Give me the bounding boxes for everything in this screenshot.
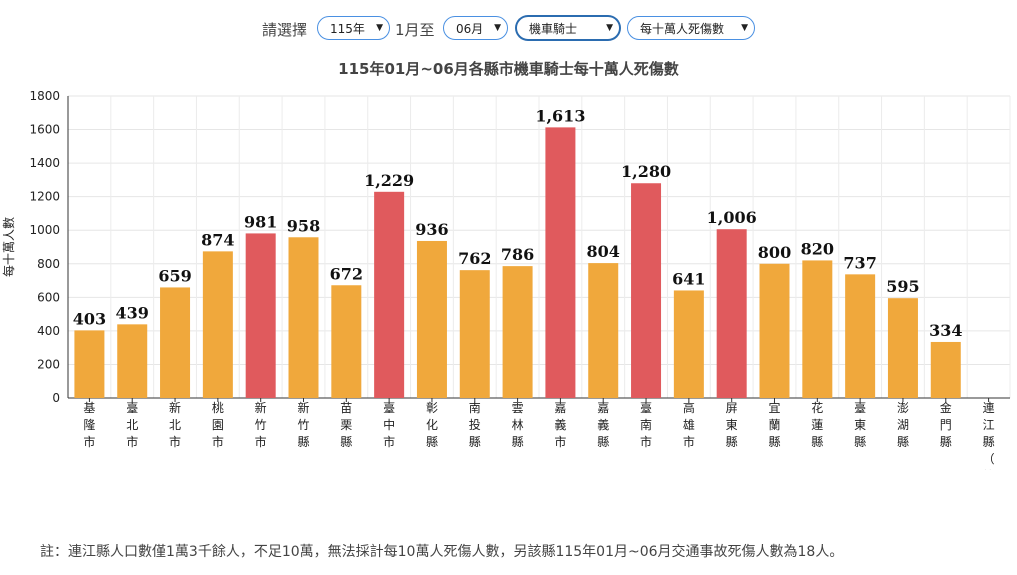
bar <box>887 298 918 398</box>
data-label: 820 <box>801 239 834 258</box>
x-tick-label: 嘉義市 <box>554 401 566 449</box>
bar <box>331 285 362 398</box>
y-axis-title: 每十萬人數 <box>1 217 16 277</box>
data-label: 595 <box>886 277 919 296</box>
bar <box>716 229 747 398</box>
x-tick-label: 連江縣（註） <box>983 401 995 470</box>
vehicle-select[interactable]: 機車騎士 ▼ <box>516 16 620 40</box>
data-label: 958 <box>287 216 320 235</box>
from-month-label: 1月至 <box>395 21 435 39</box>
y-tick-label: 1200 <box>29 190 60 204</box>
month-select[interactable]: 06月 ▼ <box>443 16 508 40</box>
bar <box>545 127 576 398</box>
data-label: 659 <box>158 266 191 285</box>
footnote: 註：連江縣人口數僅1萬3千餘人，不足10萬，無法採計每10萬人死傷人數，另該縣1… <box>40 544 844 560</box>
metric-select[interactable]: 每十萬人死傷數 ▼ <box>627 16 755 40</box>
y-tick-label: 1000 <box>29 223 60 237</box>
bar <box>416 240 447 398</box>
x-tick-label: 屏東縣 <box>726 401 738 449</box>
chart-title: 115年01月~06月各縣市機車騎士每十萬人死傷數 <box>338 60 679 78</box>
chevron-down-icon: ▼ <box>741 23 748 33</box>
x-tick-label: 彰化縣 <box>426 400 438 449</box>
bar <box>245 233 276 398</box>
y-tick-label: 0 <box>52 391 60 405</box>
bar <box>759 263 790 398</box>
bar <box>117 324 148 398</box>
x-tick-label: 新北市 <box>169 400 181 449</box>
bar <box>288 237 319 398</box>
data-label: 786 <box>501 245 534 264</box>
prompt-label: 請選擇 <box>262 21 308 39</box>
x-tick-label: 高雄市 <box>683 400 695 449</box>
x-tick-label: 澎湖縣 <box>897 401 909 449</box>
y-tick-label: 800 <box>37 257 60 271</box>
bar-chart: 0 200 400 600 800 1000 1200 1400 1600 1800 每十萬人數 40… <box>1 89 1011 470</box>
x-tick-label: 桃園市 <box>212 400 224 449</box>
chevron-down-icon: ▼ <box>376 23 383 33</box>
x-tick-label: 嘉義縣 <box>597 401 609 449</box>
x-tick-label: 臺北市 <box>126 400 138 449</box>
year-select-value: 115年 <box>330 21 365 36</box>
bar <box>631 183 662 398</box>
x-tick-label: 基隆市 <box>83 401 95 449</box>
x-tick-label: 新竹市 <box>255 400 267 449</box>
bar <box>588 263 619 398</box>
bar <box>930 341 961 398</box>
x-tick-label: 臺中市 <box>383 400 395 449</box>
x-tick-label: 苗栗縣 <box>340 401 352 449</box>
data-label: 936 <box>415 220 448 239</box>
bar <box>74 330 105 398</box>
y-tick-label: 400 <box>37 324 60 338</box>
bar <box>374 191 405 398</box>
x-tick-label: 臺南市 <box>640 400 652 449</box>
bar <box>802 260 833 398</box>
year-select[interactable]: 115年 ▼ <box>317 16 390 40</box>
y-tick-label: 1800 <box>29 89 60 103</box>
bar <box>160 287 191 398</box>
data-label: 981 <box>244 212 277 231</box>
month-select-value: 06月 <box>456 21 484 36</box>
x-tick-label: 花蓮縣 <box>811 400 823 449</box>
data-label: 403 <box>73 309 106 328</box>
data-label: 804 <box>587 242 620 261</box>
y-tick-label: 200 <box>37 357 60 371</box>
vehicle-select-value: 機車騎士 <box>529 21 578 36</box>
bar <box>502 266 533 398</box>
data-label: 1,613 <box>535 106 585 125</box>
data-label: 800 <box>758 243 791 262</box>
data-label: 1,006 <box>707 208 757 227</box>
bar <box>673 290 704 398</box>
x-tick-label: 新竹縣 <box>297 400 309 449</box>
filter-controls: 請選擇 115年 ▼ 1月至 06月 ▼ 機車騎士 ▼ 每十萬人死傷數 ▼ <box>0 15 1017 43</box>
data-label: 439 <box>116 303 149 322</box>
data-label: 874 <box>201 230 234 249</box>
data-label: 762 <box>458 249 491 268</box>
x-tick-label: 南投縣 <box>469 400 481 449</box>
x-tick-label: 臺東縣 <box>854 400 866 449</box>
y-tick-label: 1400 <box>29 156 60 170</box>
bar <box>845 274 876 398</box>
y-tick-label: 1600 <box>29 123 60 137</box>
data-label: 737 <box>843 253 876 272</box>
y-tick-label: 600 <box>37 290 60 304</box>
chevron-down-icon: ▼ <box>494 23 501 33</box>
x-tick-label: 金門縣 <box>940 400 952 449</box>
data-label: 672 <box>330 264 363 283</box>
chevron-down-icon: ▼ <box>606 23 613 33</box>
data-label: 641 <box>672 269 705 288</box>
data-label: 334 <box>929 321 962 340</box>
data-label: 1,229 <box>364 171 414 190</box>
x-tick-label: 雲林縣 <box>512 401 524 449</box>
data-label: 1,280 <box>621 162 671 181</box>
bar <box>459 270 490 398</box>
metric-select-value: 每十萬人死傷數 <box>640 21 725 36</box>
bar <box>202 251 233 398</box>
x-tick-label: 宜蘭縣 <box>768 400 780 449</box>
